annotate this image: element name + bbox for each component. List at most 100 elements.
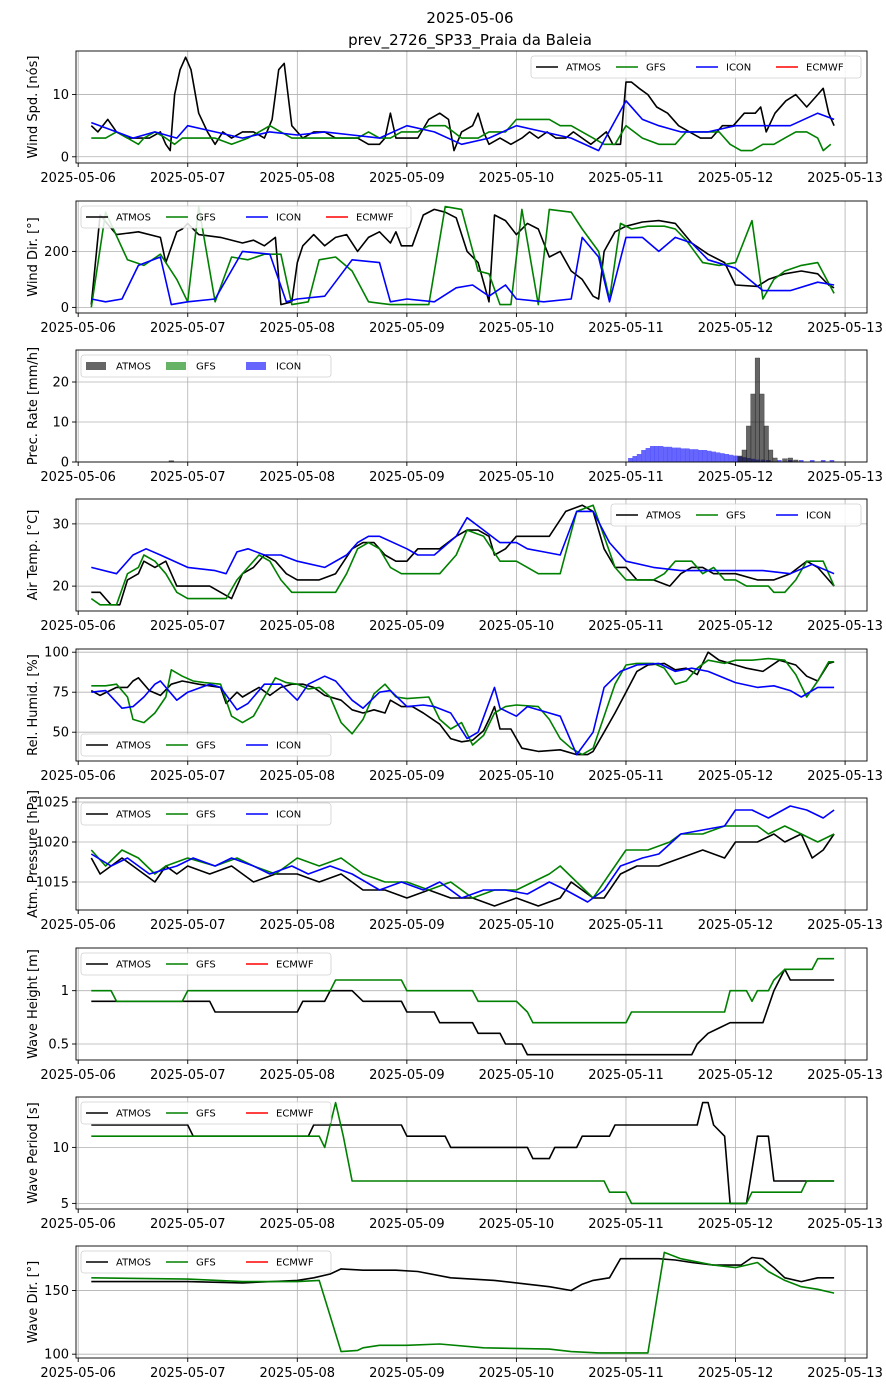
bar-atmos xyxy=(746,425,752,462)
legend-label-gfs: GFS xyxy=(726,511,746,522)
y-tick-label: 100 xyxy=(44,1348,69,1363)
bar-icon xyxy=(636,454,642,462)
legend-box xyxy=(80,1101,332,1125)
y-axis-label: Wind Spd. [nós] xyxy=(26,56,41,159)
legend-box xyxy=(610,503,862,527)
legend-label-ecmwf: ECMWF xyxy=(276,1258,314,1269)
legend-label-atmos: ATMOS xyxy=(116,1258,151,1269)
bar-icon xyxy=(733,455,738,462)
y-tick-label: 1015 xyxy=(36,876,69,891)
x-tick-label: 2025-05-11 xyxy=(588,321,664,336)
x-tick-label: 2025-05-11 xyxy=(588,1068,664,1083)
series-line-icon xyxy=(90,805,835,903)
legend-swatch-gfs xyxy=(166,362,186,370)
panel-1: 0 10 2025-05-06 2025-05-07 2025-05-08 2025-05… xyxy=(26,50,883,186)
series-line-gfs xyxy=(90,504,835,606)
series-line-atmos xyxy=(91,968,835,1056)
y-axis-label: Atm. Pressure [hPa] xyxy=(26,790,41,918)
legend: ATMOS GFS ICON ECMWF xyxy=(80,205,412,229)
panel-6: 1015 1020 1025 2025-05-06 2025-05-07 2025-05-… xyxy=(26,790,883,933)
legend-box xyxy=(80,354,332,378)
series-line-icon xyxy=(91,510,835,575)
legend-label-atmos: ATMOS xyxy=(116,1109,151,1120)
legend: ATMOS GFS ICON xyxy=(80,354,332,378)
y-axis-label: Wave Period [s] xyxy=(26,1102,41,1203)
y-tick-label: 0 xyxy=(61,456,69,471)
y-tick-label: 1020 xyxy=(36,836,69,851)
y-tick-label: 30 xyxy=(52,517,69,532)
x-tick-label: 2025-05-10 xyxy=(479,470,555,485)
legend-label-gfs: GFS xyxy=(196,960,216,971)
x-tick-label: 2025-05-13 xyxy=(807,171,883,186)
legend-label-gfs: GFS xyxy=(196,1109,216,1120)
legend-label-gfs: GFS xyxy=(196,810,216,821)
legend: ATMOS GFS ICON xyxy=(80,733,332,757)
axes-frame xyxy=(75,1096,868,1210)
y-tick-label: 100 xyxy=(44,646,69,661)
bar-atmos xyxy=(768,449,774,462)
series-line-gfs xyxy=(90,825,835,899)
axes-frame xyxy=(75,200,868,314)
series-line-icon xyxy=(91,236,835,306)
series-line-gfs xyxy=(91,657,835,756)
plot-area xyxy=(91,957,835,1056)
x-tick-label: 2025-05-09 xyxy=(369,171,445,186)
x-tick-label: 2025-05-11 xyxy=(588,1366,664,1381)
series-line-atmos xyxy=(90,833,835,907)
legend-label-icon: ICON xyxy=(276,810,301,821)
bar-icon xyxy=(715,452,721,462)
x-tick-label: 2025-05-12 xyxy=(698,321,774,336)
x-tick-label: 2025-05-11 xyxy=(588,470,664,485)
x-tick-label: 2025-05-07 xyxy=(150,769,226,784)
axes-frame xyxy=(75,498,868,612)
legend-label-atmos: ATMOS xyxy=(116,362,151,373)
panels-group: 0 10 2025-05-06 2025-05-07 2025-05-08 2025-05… xyxy=(26,50,883,1381)
legend-swatch-atmos xyxy=(86,362,106,370)
y-tick-label: 10 xyxy=(52,88,69,103)
legend-label-icon: ICON xyxy=(726,63,751,74)
x-tick-label: 2025-05-11 xyxy=(588,769,664,784)
x-tick-label: 2025-05-13 xyxy=(807,1366,883,1381)
legend-label-icon: ICON xyxy=(276,213,301,224)
x-tick-label: 2025-05-10 xyxy=(479,619,555,634)
x-tick-label: 2025-05-08 xyxy=(260,769,336,784)
bar-icon xyxy=(820,460,826,462)
x-tick-label: 2025-05-08 xyxy=(260,1068,336,1083)
y-tick-label: 10 xyxy=(52,416,69,431)
x-tick-label: 2025-05-09 xyxy=(369,321,445,336)
bar-icon xyxy=(654,446,659,462)
axes-frame xyxy=(75,50,868,164)
bar-atmos xyxy=(793,459,799,462)
bar-icon xyxy=(676,447,681,462)
y-axis-label: Wave Height [m] xyxy=(26,949,41,1059)
legend-label-atmos: ATMOS xyxy=(116,960,151,971)
x-tick-label: 2025-05-07 xyxy=(150,1217,226,1232)
legend: ATMOS GFS ECMWF xyxy=(80,1250,332,1274)
y-tick-label: 150 xyxy=(44,1284,69,1299)
legend-label-gfs: GFS xyxy=(196,362,216,373)
x-tick-label: 2025-05-08 xyxy=(260,1366,336,1381)
x-tick-label: 2025-05-12 xyxy=(698,769,774,784)
x-tick-label: 2025-05-07 xyxy=(150,470,226,485)
bar-icon xyxy=(689,449,695,462)
legend-box xyxy=(80,952,332,976)
legend-label-gfs: GFS xyxy=(196,741,216,752)
x-tick-label: 2025-05-06 xyxy=(40,769,116,784)
legend-label-ecmwf: ECMWF xyxy=(806,63,844,74)
axes-frame xyxy=(75,648,868,762)
x-tick-label: 2025-05-13 xyxy=(807,321,883,336)
panel-8: 5 10 2025-05-06 2025-05-07 2025-05-08 2025-05… xyxy=(26,1096,883,1232)
x-tick-label: 2025-05-08 xyxy=(260,470,336,485)
series-line-atmos xyxy=(91,1256,835,1292)
legend-label-atmos: ATMOS xyxy=(646,511,681,522)
legend-label-icon: ICON xyxy=(276,362,301,373)
plot-area xyxy=(90,504,835,606)
figure-title-station: prev_2726_SP33_Praia da Baleia xyxy=(348,31,592,50)
x-tick-label: 2025-05-06 xyxy=(40,918,116,933)
y-tick-label: 0 xyxy=(61,301,69,316)
legend: ATMOS GFS ECMWF xyxy=(80,952,332,976)
series-line-atmos xyxy=(90,56,835,152)
x-tick-label: 2025-05-06 xyxy=(40,1366,116,1381)
x-tick-label: 2025-05-08 xyxy=(260,619,336,634)
